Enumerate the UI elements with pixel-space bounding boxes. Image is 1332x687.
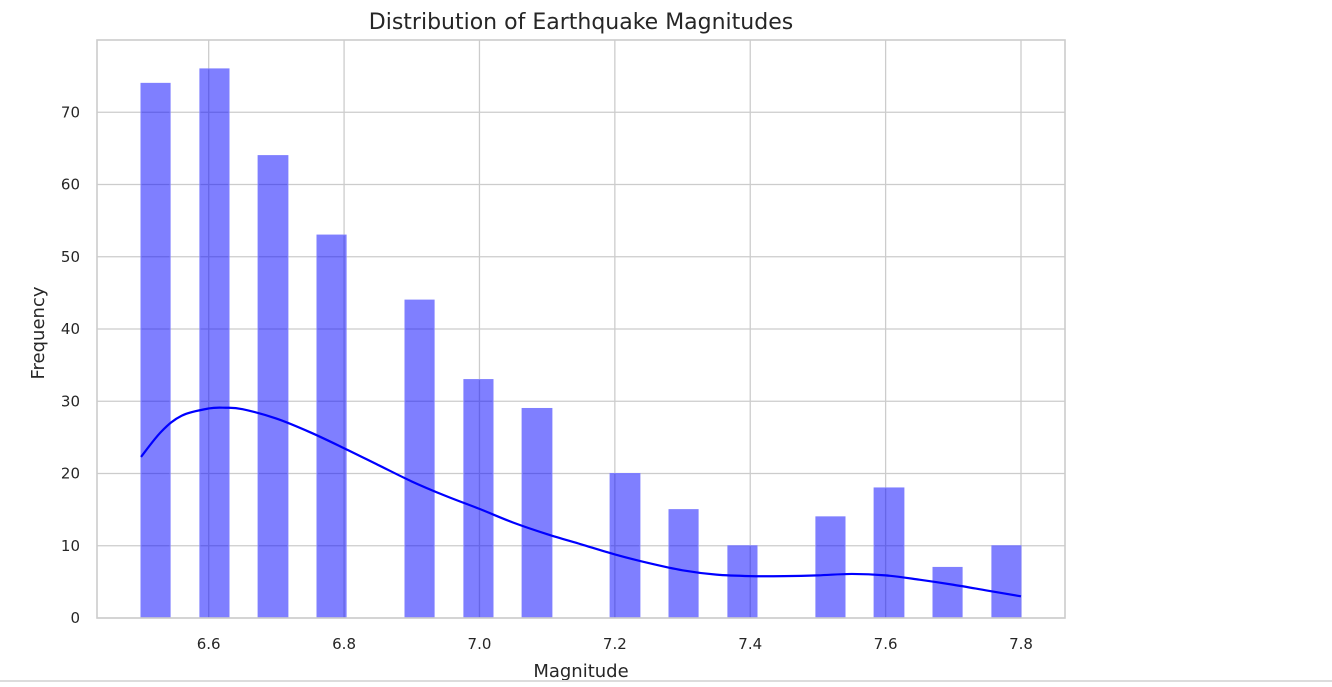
page-bottom-rule — [0, 680, 1332, 682]
chart-title: Distribution of Earthquake Magnitudes — [369, 10, 793, 35]
histogram-bar-1 — [199, 68, 230, 619]
x-tick-label: 6.6 — [197, 635, 221, 653]
y-tick-label: 50 — [61, 248, 80, 266]
histogram-bar-9 — [727, 545, 758, 619]
histogram-bar-2 — [257, 155, 289, 619]
x-tick-label: 7.0 — [468, 635, 492, 653]
histogram-bar-4 — [404, 299, 435, 619]
y-tick-label: 40 — [61, 320, 80, 338]
x-tick-label: 7.6 — [874, 635, 898, 653]
x-tick-label: 7.4 — [738, 635, 762, 653]
histogram-bar-3 — [316, 234, 347, 619]
histogram-bars — [140, 68, 1022, 619]
x-axis-label: Magnitude — [533, 661, 628, 682]
kde-curve — [140, 406, 1022, 598]
histogram-bar-6 — [521, 407, 553, 619]
histogram-bar-7 — [609, 473, 641, 619]
histogram-bar-10 — [815, 516, 846, 619]
histogram-bar-0 — [140, 82, 171, 619]
y-tick-labels: 0 10 20 30 40 50 60 70 — [61, 103, 80, 627]
x-tick-labels: 6.6 6.8 7.0 7.2 7.4 7.6 7.8 — [197, 635, 1033, 653]
x-tick-label: 6.8 — [332, 635, 356, 653]
y-tick-label: 60 — [61, 176, 80, 194]
histogram-bar-5 — [463, 379, 494, 619]
histogram-bar-8 — [668, 509, 699, 619]
y-tick-label: 0 — [70, 609, 80, 627]
y-tick-label: 30 — [61, 392, 80, 410]
y-tick-label: 70 — [61, 103, 80, 121]
y-tick-label: 10 — [61, 537, 80, 555]
x-tick-label: 7.8 — [1009, 635, 1033, 653]
plot-frame — [96, 39, 1066, 619]
y-tick-label: 20 — [61, 465, 80, 483]
x-tick-label: 7.2 — [603, 635, 627, 653]
y-axis-label: Frequency — [28, 286, 49, 379]
histogram-bar-12 — [932, 566, 963, 619]
histogram-bar-11 — [873, 487, 905, 619]
grid-lines — [97, 40, 1065, 619]
histogram-bar-13 — [991, 545, 1022, 619]
